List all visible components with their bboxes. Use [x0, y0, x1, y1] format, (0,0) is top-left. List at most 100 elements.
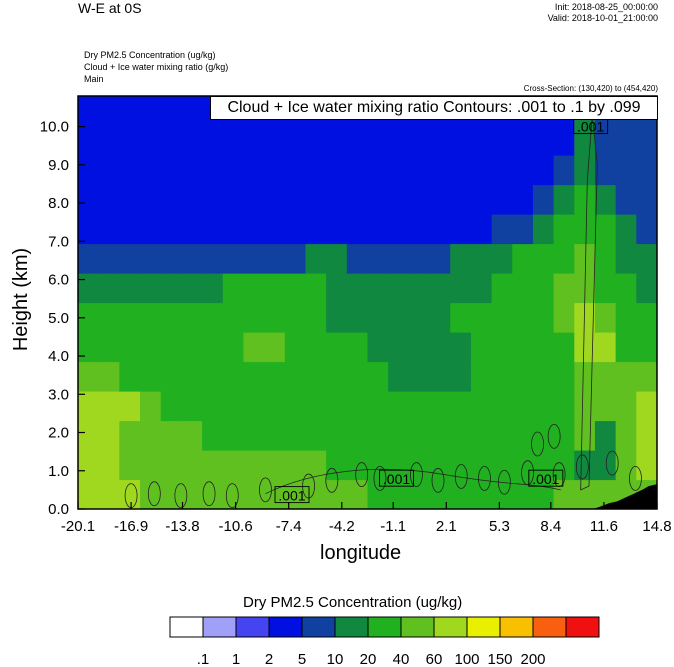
- heatmap-cell: [470, 302, 493, 333]
- heatmap-cell: [119, 420, 141, 451]
- heatmap-cell: [243, 479, 265, 509]
- heatmap-cell: [326, 243, 348, 274]
- heatmap-cell: [553, 391, 575, 422]
- heatmap-cell: [202, 184, 224, 215]
- heatmap-cell: [284, 273, 307, 304]
- colorbar-label: .1: [197, 651, 210, 667]
- y-tick-label: 4.0: [48, 348, 69, 365]
- heatmap-cell: [450, 184, 472, 215]
- heatmap-cell: [512, 214, 534, 245]
- heatmap-cell: [574, 332, 596, 363]
- heatmap-cell: [594, 184, 617, 215]
- terrain-silhouette: [592, 484, 657, 509]
- heatmap-cell: [615, 155, 637, 186]
- heatmap-cell: [305, 273, 327, 304]
- heatmap-cell: [574, 184, 596, 215]
- x-axis-label: longitude: [320, 542, 402, 564]
- heatmap-cell: [429, 450, 451, 481]
- heatmap-cell: [408, 391, 431, 422]
- x-tick-label: 5.3: [489, 518, 510, 535]
- heatmap-cell: [574, 361, 596, 392]
- heatmap-cell: [78, 125, 100, 156]
- heatmap-cell: [574, 243, 596, 274]
- colorbar-swatch: [466, 616, 501, 638]
- contour-info-box: Cloud + Ice water mixing ratio Contours:…: [210, 96, 658, 120]
- heatmap-cell: [491, 184, 513, 215]
- heatmap-cell: [429, 214, 451, 245]
- heatmap-cell: [78, 184, 100, 215]
- heatmap-cell: [78, 273, 100, 304]
- plot-title: W-E at 0S: [78, 0, 142, 16]
- field-description-main: Main: [84, 74, 104, 84]
- heatmap-cell: [470, 243, 493, 274]
- heatmap-cell: [326, 302, 348, 333]
- x-tick-label: 14.8: [642, 518, 671, 535]
- heatmap-cell: [408, 302, 431, 333]
- contour-label-frame: [379, 469, 414, 487]
- heatmap-cell: [160, 302, 182, 333]
- heatmap-cell: [450, 243, 472, 274]
- contour-labels: .001 .001 .001 .001: [274, 117, 609, 504]
- heatmap-cell: [284, 243, 307, 274]
- heatmap-cell: [470, 214, 493, 245]
- heatmap-cell: [553, 273, 575, 304]
- heatmap-cell: [367, 273, 389, 304]
- heatmap-cell: [429, 420, 451, 451]
- heatmap-cell: [78, 450, 100, 481]
- heatmap-cell: [140, 184, 162, 215]
- heatmap-cell: [346, 125, 369, 156]
- heatmap-cell: [388, 420, 410, 451]
- heatmap-cell: [346, 155, 369, 186]
- heatmap-cell: [408, 332, 431, 363]
- heatmap-cell: [636, 361, 657, 392]
- heatmap-cell: [160, 125, 182, 156]
- heatmap-cell: [140, 96, 162, 127]
- cloud-contour-line: [373, 466, 387, 491]
- heatmap-cell: [553, 243, 575, 274]
- y-tick-label: 1.0: [48, 463, 69, 480]
- heatmap-cell: [615, 332, 637, 363]
- colorbar-label: 2: [265, 651, 273, 667]
- heatmap-cell: [326, 273, 348, 304]
- heatmap-cell: [553, 361, 575, 392]
- heatmap-cell: [636, 332, 657, 363]
- heatmap-cell: [305, 332, 327, 363]
- heatmap-cell: [388, 479, 410, 509]
- heatmap-cell: [594, 214, 617, 245]
- heatmap-cell: [636, 214, 657, 245]
- heatmap-cell: [491, 302, 513, 333]
- heatmap-cell: [388, 450, 410, 481]
- heatmap-cell: [346, 214, 369, 245]
- x-tick-label: -1.1: [380, 518, 406, 535]
- colorbar-title: Dry PM2.5 Concentration (ug/kg): [243, 594, 463, 611]
- heatmap-cell: [140, 332, 162, 363]
- heatmap-cell: [450, 214, 472, 245]
- heatmap-cell: [512, 273, 534, 304]
- heatmap-cell: [243, 332, 265, 363]
- colorbar-label: 100: [454, 651, 479, 667]
- cloud-contours: [124, 115, 642, 509]
- heatmap-cell: [305, 302, 327, 333]
- cloud-contour-line: [355, 462, 369, 487]
- heatmap-cell: [119, 273, 141, 304]
- heatmap-cell: [305, 155, 327, 186]
- heatmap-cell: [140, 479, 162, 509]
- heatmap-cell: [264, 214, 286, 245]
- heatmap-cell: [491, 214, 513, 245]
- heatmap-cell: [119, 155, 141, 186]
- heatmap-cell: [367, 332, 389, 363]
- heatmap-cell: [491, 155, 513, 186]
- heatmap-cell: [615, 391, 637, 422]
- heatmap-cell: [450, 302, 472, 333]
- heatmap-cell: [140, 450, 162, 481]
- heatmap-cell: [181, 450, 203, 481]
- heatmap-cell: [140, 391, 162, 422]
- heatmap-cell: [181, 125, 203, 156]
- heatmap-cell: [181, 302, 203, 333]
- heatmap-cell: [78, 391, 100, 422]
- heatmap-cell: [367, 184, 389, 215]
- heatmap-cell: [491, 125, 513, 156]
- heatmap-cell: [636, 450, 657, 481]
- heatmap-cell: [243, 125, 265, 156]
